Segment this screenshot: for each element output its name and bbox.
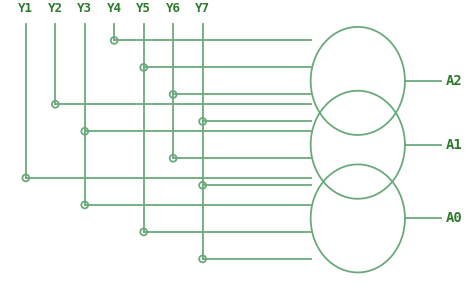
Text: A1: A1 — [446, 138, 463, 152]
Text: A0: A0 — [446, 211, 463, 225]
Text: Y4: Y4 — [107, 2, 122, 15]
Text: Y7: Y7 — [195, 2, 210, 15]
Text: Y6: Y6 — [165, 2, 181, 15]
Text: Y2: Y2 — [48, 2, 63, 15]
Text: Y1: Y1 — [18, 2, 33, 15]
Text: A2: A2 — [446, 74, 463, 88]
Text: Y3: Y3 — [77, 2, 92, 15]
Text: Y5: Y5 — [136, 2, 151, 15]
